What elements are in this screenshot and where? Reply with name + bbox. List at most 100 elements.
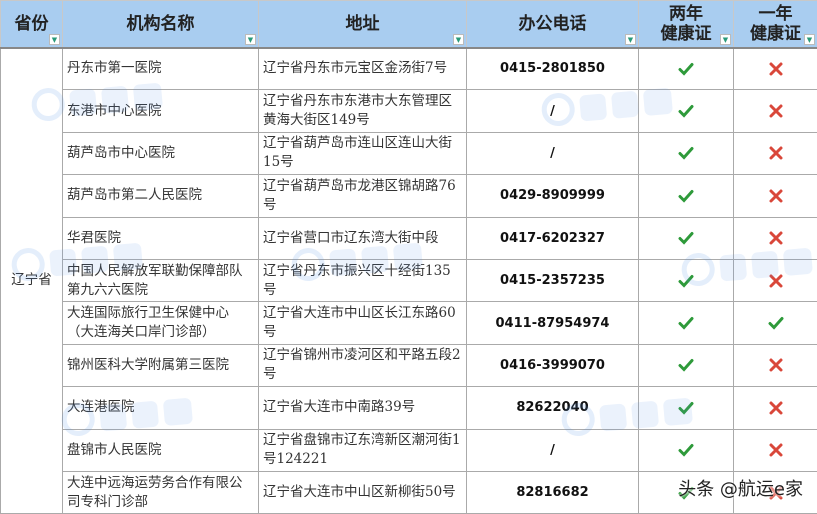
name-cell[interactable]: 大连国际旅行卫生保健中心（大连海关口岸门诊部） bbox=[63, 302, 259, 344]
cross-icon bbox=[768, 357, 784, 373]
one-year-cert-cell[interactable] bbox=[734, 90, 817, 132]
table-row: 葫芦岛市中心医院辽宁省葫芦岛市连山区连山大街15号/ bbox=[1, 132, 817, 174]
tel-cell[interactable]: 82622040 bbox=[467, 387, 639, 429]
addr-cell[interactable]: 辽宁省葫芦岛市龙港区锦胡路76号 bbox=[259, 175, 467, 217]
name-cell[interactable]: 大连中远海运劳务合作有限公司专科门诊部 bbox=[63, 471, 259, 513]
one-year-cert-cell[interactable] bbox=[734, 387, 817, 429]
column-header: 办公电话 ▼ bbox=[467, 1, 639, 48]
check-icon bbox=[678, 61, 694, 77]
one-year-cert-cell[interactable] bbox=[734, 344, 817, 386]
check-icon bbox=[678, 103, 694, 119]
cross-icon bbox=[768, 273, 784, 289]
two-year-cert-cell[interactable] bbox=[639, 48, 734, 90]
province-cell[interactable]: 辽宁省 bbox=[1, 48, 63, 514]
one-year-cert-cell[interactable] bbox=[734, 217, 817, 259]
two-year-cert-cell[interactable] bbox=[639, 217, 734, 259]
addr-cell[interactable]: 辽宁省营口市辽东湾大街中段 bbox=[259, 217, 467, 259]
check-icon bbox=[768, 315, 784, 331]
name-cell[interactable]: 华君医院 bbox=[63, 217, 259, 259]
check-icon bbox=[678, 145, 694, 161]
table-row: 盘锦市人民医院辽宁省盘锦市辽东湾新区潮河街1号124221/ bbox=[1, 429, 817, 471]
tel-cell[interactable]: 0417-6202327 bbox=[467, 217, 639, 259]
tel-cell[interactable]: 0416-3999070 bbox=[467, 344, 639, 386]
name-cell[interactable]: 中国人民解放军联勤保障部队第九六六医院 bbox=[63, 259, 259, 301]
tel-cell[interactable]: 0411-87954974 bbox=[467, 302, 639, 344]
name-cell[interactable]: 东港市中心医院 bbox=[63, 90, 259, 132]
two-year-cert-cell[interactable] bbox=[639, 429, 734, 471]
cross-icon bbox=[768, 61, 784, 77]
one-year-cert-cell[interactable] bbox=[734, 132, 817, 174]
filter-dropdown-icon[interactable]: ▼ bbox=[804, 34, 815, 45]
header-label: 一年 健康证 bbox=[750, 4, 801, 44]
addr-cell[interactable]: 辽宁省大连市中山区长江东路60号 bbox=[259, 302, 467, 344]
tel-cell[interactable]: / bbox=[467, 429, 639, 471]
cross-icon bbox=[768, 442, 784, 458]
tel-cell[interactable]: 0429-8909999 bbox=[467, 175, 639, 217]
two-year-cert-cell[interactable] bbox=[639, 132, 734, 174]
two-year-cert-cell[interactable] bbox=[639, 302, 734, 344]
check-icon bbox=[678, 400, 694, 416]
cross-icon bbox=[768, 188, 784, 204]
cross-icon bbox=[768, 400, 784, 416]
tel-cell[interactable]: 0415-2801850 bbox=[467, 48, 639, 90]
name-cell[interactable]: 盘锦市人民医院 bbox=[63, 429, 259, 471]
name-cell[interactable]: 丹东市第一医院 bbox=[63, 48, 259, 90]
name-cell[interactable]: 葫芦岛市中心医院 bbox=[63, 132, 259, 174]
addr-cell[interactable]: 辽宁省大连市中南路39号 bbox=[259, 387, 467, 429]
one-year-cert-cell[interactable] bbox=[734, 175, 817, 217]
credit-overlay: 头条 @航运e家 bbox=[678, 475, 803, 501]
one-year-cert-cell[interactable] bbox=[734, 259, 817, 301]
header-label: 办公电话 bbox=[519, 14, 587, 34]
name-cell[interactable]: 锦州医科大学附属第三医院 bbox=[63, 344, 259, 386]
filter-dropdown-icon[interactable]: ▼ bbox=[49, 34, 60, 45]
addr-cell[interactable]: 辽宁省锦州市凌河区和平路五段2号 bbox=[259, 344, 467, 386]
tel-cell[interactable]: / bbox=[467, 132, 639, 174]
one-year-cert-cell[interactable] bbox=[734, 48, 817, 90]
filter-dropdown-icon[interactable]: ▼ bbox=[453, 34, 464, 45]
addr-cell[interactable]: 辽宁省葫芦岛市连山区连山大街15号 bbox=[259, 132, 467, 174]
column-header: 地址 ▼ bbox=[259, 1, 467, 48]
column-header: 一年 健康证▼ bbox=[734, 1, 817, 48]
tel-cell[interactable]: / bbox=[467, 90, 639, 132]
filter-dropdown-icon[interactable]: ▼ bbox=[720, 34, 731, 45]
name-cell[interactable]: 葫芦岛市第二人民医院 bbox=[63, 175, 259, 217]
two-year-cert-cell[interactable] bbox=[639, 387, 734, 429]
check-icon bbox=[678, 315, 694, 331]
column-header: 省份▼ bbox=[1, 1, 63, 48]
two-year-cert-cell[interactable] bbox=[639, 90, 734, 132]
addr-cell[interactable]: 辽宁省丹东市元宝区金汤街7号 bbox=[259, 48, 467, 90]
two-year-cert-cell[interactable] bbox=[639, 344, 734, 386]
check-icon bbox=[678, 230, 694, 246]
header-label: 机构名称 bbox=[127, 14, 195, 34]
filter-dropdown-icon[interactable]: ▼ bbox=[245, 34, 256, 45]
one-year-cert-cell[interactable] bbox=[734, 302, 817, 344]
name-cell[interactable]: 大连港医院 bbox=[63, 387, 259, 429]
addr-cell[interactable]: 辽宁省盘锦市辽东湾新区潮河街1号124221 bbox=[259, 429, 467, 471]
cross-icon bbox=[768, 103, 784, 119]
check-icon bbox=[678, 442, 694, 458]
filter-dropdown-icon[interactable]: ▼ bbox=[625, 34, 636, 45]
cross-icon bbox=[768, 230, 784, 246]
one-year-cert-cell[interactable] bbox=[734, 429, 817, 471]
header-label: 地址 bbox=[346, 14, 380, 34]
addr-cell[interactable]: 辽宁省丹东市东港市大东管理区黄海大街区149号 bbox=[259, 90, 467, 132]
cross-icon bbox=[768, 145, 784, 161]
two-year-cert-cell[interactable] bbox=[639, 259, 734, 301]
two-year-cert-cell[interactable] bbox=[639, 175, 734, 217]
addr-cell[interactable]: 辽宁省大连市中山区新柳街50号 bbox=[259, 471, 467, 513]
tel-cell[interactable]: 0415-2357235 bbox=[467, 259, 639, 301]
tel-cell[interactable]: 82816682 bbox=[467, 471, 639, 513]
check-icon bbox=[678, 357, 694, 373]
column-header: 机构名称 ▼ bbox=[63, 1, 259, 48]
addr-cell[interactable]: 辽宁省丹东市振兴区十经街135号 bbox=[259, 259, 467, 301]
check-icon bbox=[678, 188, 694, 204]
header-label: 省份 bbox=[15, 14, 49, 34]
column-header: 两年 健康证▼ bbox=[639, 1, 734, 48]
